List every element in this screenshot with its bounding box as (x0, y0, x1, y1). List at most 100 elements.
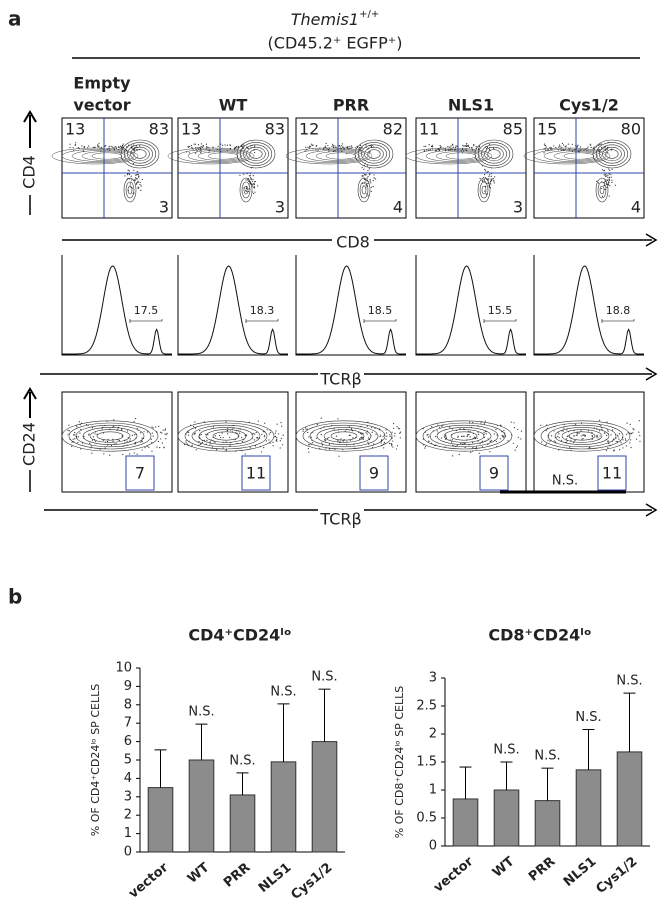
contour (595, 142, 629, 166)
event-dot (237, 145, 239, 147)
arrow-head (23, 110, 37, 123)
event-dot (490, 178, 492, 180)
event-dot (361, 433, 363, 435)
event-dot (607, 440, 610, 442)
event-dot (611, 181, 613, 183)
panel-label: a (8, 7, 22, 31)
event-dot (370, 145, 373, 147)
event-dot (141, 437, 143, 439)
event-dot (89, 442, 91, 444)
event-dot (386, 435, 388, 437)
event-dot (499, 438, 501, 440)
event-dot (129, 440, 131, 442)
event-dot (281, 444, 284, 446)
event-dot (571, 143, 573, 145)
contour (177, 148, 251, 164)
event-dot (265, 440, 268, 442)
bar (188, 759, 215, 853)
event-dot (485, 433, 487, 435)
event-dot (236, 147, 238, 149)
y-tick-label: 1 (429, 783, 437, 798)
event-dot (482, 180, 484, 182)
event-dot (438, 149, 440, 151)
contour (236, 139, 276, 169)
event-dot (244, 453, 246, 455)
event-dot (601, 169, 603, 171)
event-dot (272, 445, 274, 447)
event-dot (375, 433, 377, 435)
event-dot (202, 145, 204, 147)
event-dot (77, 147, 79, 149)
event-dot (312, 144, 314, 146)
y-axis-label: CD24 (20, 422, 39, 466)
event-dot (354, 147, 356, 149)
event-dot (365, 184, 367, 187)
event-dot (127, 169, 129, 171)
event-dot (427, 436, 429, 438)
event-dot (163, 446, 165, 448)
event-dot (241, 440, 244, 443)
event-dot (483, 180, 485, 182)
event-dot (596, 180, 598, 182)
plot-frame (295, 117, 407, 219)
event-dot (263, 436, 265, 438)
event-dot (135, 418, 137, 420)
contour (599, 185, 605, 195)
event-dot (396, 426, 398, 428)
event-dot (478, 145, 481, 147)
event-dot (540, 424, 542, 426)
event-dot (516, 445, 519, 447)
event-dot (599, 435, 601, 437)
x-tick-label: WT (185, 860, 213, 886)
event-dot (488, 186, 490, 188)
event-dot (200, 146, 202, 148)
event-dot (138, 175, 140, 177)
event-dot (424, 447, 426, 449)
event-dot (566, 429, 568, 431)
event-dot (565, 145, 567, 147)
event-dot (561, 142, 564, 145)
event-dot (252, 432, 254, 434)
event-dot (463, 442, 465, 445)
event-dot (195, 147, 197, 149)
contour (357, 142, 391, 166)
event-dot (159, 447, 161, 449)
event-dot (579, 146, 581, 148)
event-dot (340, 438, 342, 440)
event-dot (306, 149, 308, 151)
event-dot (606, 429, 609, 431)
event-dot (604, 147, 606, 149)
contour (405, 147, 493, 165)
event-dot (484, 190, 486, 192)
event-dot (343, 438, 345, 441)
gate-value: 15.5 (488, 304, 513, 317)
event-dot (392, 440, 394, 442)
gate-box (241, 455, 271, 491)
event-dot (489, 174, 491, 176)
event-dot (222, 447, 224, 449)
event-dot (108, 145, 110, 148)
significance: N.S. (270, 684, 296, 699)
contour (177, 420, 275, 452)
contour (51, 147, 139, 165)
event-dot (139, 181, 141, 184)
event-dot (608, 195, 610, 197)
significance: N.S. (493, 743, 519, 758)
event-dot (136, 181, 138, 183)
event-dot (101, 428, 103, 430)
event-dot (399, 431, 402, 433)
event-dot (324, 439, 326, 441)
event-dot (607, 430, 609, 432)
contour (127, 144, 153, 164)
contour (89, 429, 131, 443)
event-dot (451, 143, 454, 145)
event-dot (253, 439, 255, 441)
significance: N.S. (575, 710, 601, 725)
event-dot (373, 174, 375, 176)
event-dot (495, 440, 497, 443)
event-dot (74, 438, 76, 440)
event-dot (275, 430, 277, 432)
event-dot (326, 148, 328, 150)
event-dot (423, 145, 425, 147)
event-dot (187, 434, 190, 436)
